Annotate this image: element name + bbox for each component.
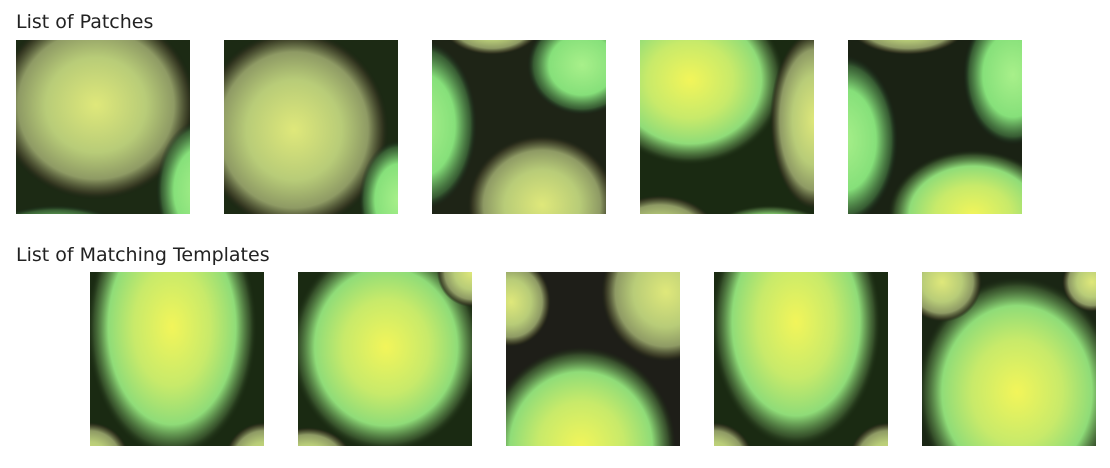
- template: [90, 272, 264, 446]
- template: [298, 272, 472, 446]
- template: [506, 272, 680, 446]
- patch: [640, 40, 814, 214]
- patch: [16, 40, 190, 214]
- template: [714, 272, 888, 446]
- template: [922, 272, 1096, 446]
- templates-title: List of Matching Templates: [16, 244, 270, 266]
- patch: [432, 40, 606, 214]
- patch: [224, 40, 398, 214]
- patches-title: List of Patches: [16, 11, 153, 33]
- patch: [848, 40, 1022, 214]
